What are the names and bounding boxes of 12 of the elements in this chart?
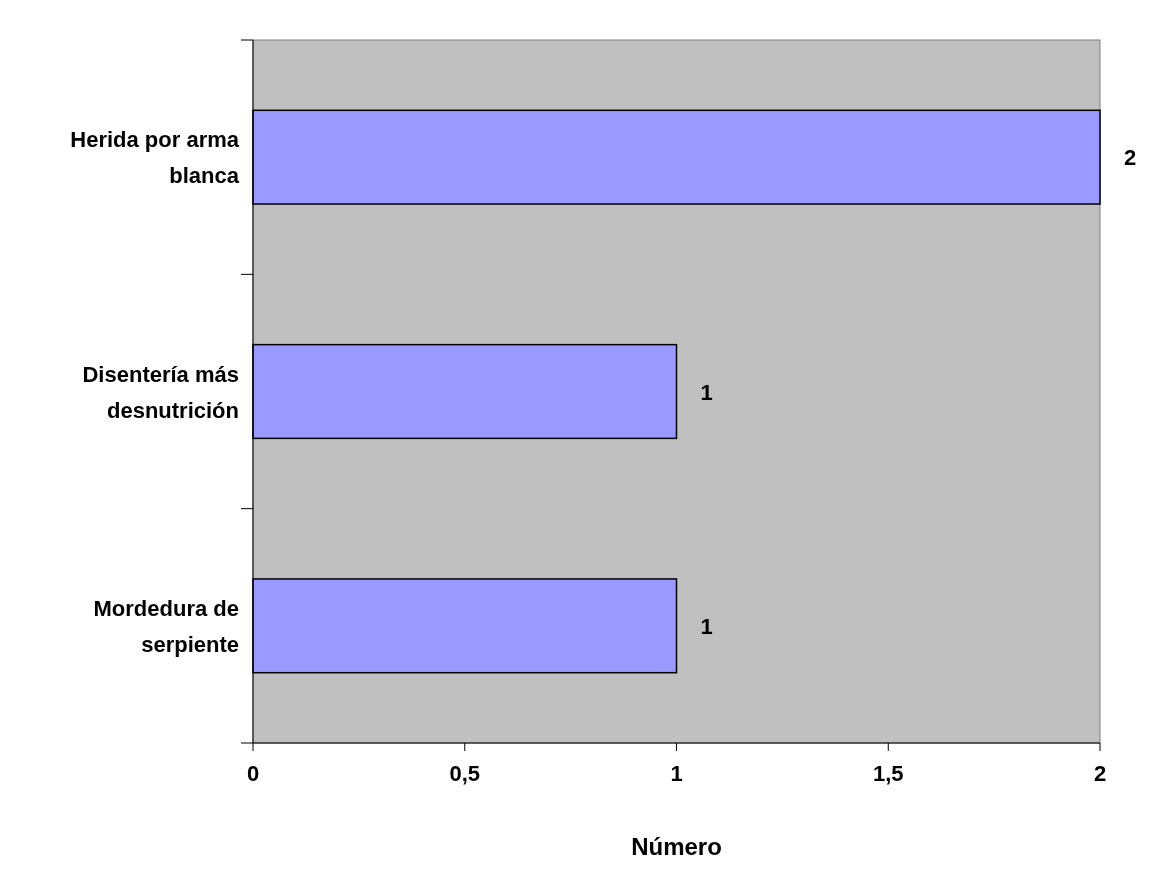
y-tick-label: Herida por arma blanca [70,127,240,189]
x-tick-label: 2 [1093,761,1107,786]
data-label: 1 [700,613,713,639]
y-tick-label: Disentería más desnutrición [82,361,239,423]
y-tick-label: Mordedura de serpiente [93,595,239,657]
x-tick-label: 0,5 [449,761,481,786]
x-axis-title: Número [631,833,722,860]
data-label: 2 [1123,145,1137,171]
x-tick-label: 1,5 [872,761,904,786]
data-label: 1 [700,379,713,405]
x-tick-label: 0 [246,761,260,786]
x-tick-label: 1 [670,761,683,786]
